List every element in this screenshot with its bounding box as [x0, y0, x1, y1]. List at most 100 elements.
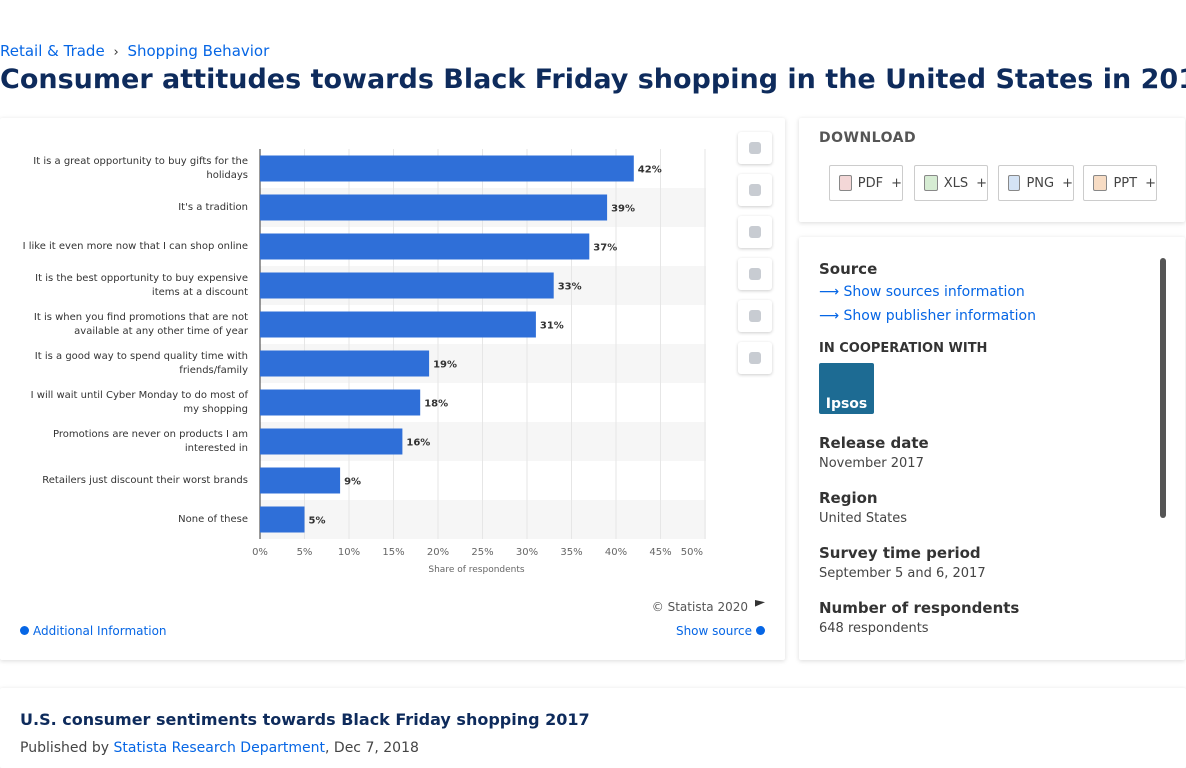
show-publisher-text[interactable]: Show publisher information [843, 308, 1036, 324]
bar [260, 194, 608, 221]
x-tick-label: 10% [338, 547, 360, 558]
category-label: It is a good way to spend quality time w… [34, 350, 248, 376]
breadcrumb: Retail & Trade › Shopping Behavior [0, 42, 269, 60]
page-title: Consumer attitudes towards Black Friday … [0, 64, 1186, 95]
share-button[interactable] [738, 258, 772, 290]
category-label: None of these [178, 513, 248, 525]
alert-button[interactable] [738, 174, 772, 206]
category-label: Promotions are never on products I am in… [53, 428, 248, 454]
breadcrumb-link[interactable]: Retail & Trade [0, 42, 105, 60]
category-label: It's a tradition [178, 201, 248, 213]
x-tick-label: 35% [560, 547, 582, 558]
value-label: 16% [406, 438, 430, 449]
format[interactable]: PPT [1113, 175, 1138, 191]
detail-label: Number of respondents [819, 599, 1020, 617]
related-card: U.S. consumer sentiments towards Black F… [0, 688, 1186, 768]
bar [260, 506, 305, 533]
download-heading: DOWNLOAD [819, 130, 917, 146]
download-card: DOWNLOAD PDF + XLS + PNG + PPT + [799, 118, 1185, 222]
partner-name: Ipsos [825, 396, 868, 412]
breadcrumb-link[interactable]: Shopping Behavior [127, 42, 270, 60]
download-button[interactable]: PNG + [998, 165, 1074, 201]
category-label: I will wait until Cyber Monday to do mos… [30, 389, 248, 415]
value-label: 42% [638, 165, 662, 176]
x-tick-label: 25% [471, 547, 493, 558]
print-button[interactable] [738, 342, 772, 374]
value-label: 39% [611, 204, 635, 215]
bar [260, 311, 536, 338]
published-date: , Dec 7, 2018 [325, 740, 419, 756]
publisher-link[interactable]: Statista Research Department [113, 740, 326, 756]
copyright: © Statista 2020 [651, 600, 748, 614]
download-button[interactable]: PPT + [1083, 165, 1157, 201]
bar [260, 272, 554, 299]
bar [260, 155, 634, 182]
format[interactable]: PNG [1026, 175, 1055, 191]
additional-info-text[interactable]: Additional Information [33, 624, 167, 638]
x-axis-title: Share of respondents [428, 565, 525, 575]
chart-card: 0% 5% 10% 15% 20% 25% 30% 35% 40% 45% 50% Share of … [0, 118, 785, 660]
plus[interactable]: + [976, 175, 987, 191]
value-label: 33% [558, 282, 582, 293]
value-label: 19% [433, 360, 457, 371]
details-card: Source ⟶ Show sources information ⟶ Show… [799, 237, 1185, 660]
cite-button[interactable] [738, 300, 772, 332]
show-source-link[interactable]: Show source [676, 624, 765, 638]
source-label: Source [819, 260, 878, 278]
value-label: 31% [540, 321, 564, 332]
detail-label: Region [819, 489, 878, 507]
settings-button[interactable] [738, 216, 772, 248]
detail-value: 648 respondents [819, 621, 929, 636]
partner-logo[interactable]: Ipsos [819, 363, 874, 414]
value-label: 37% [593, 243, 617, 254]
detail-value: United States [819, 511, 908, 526]
plus[interactable]: + [1145, 175, 1156, 191]
flag-icon[interactable] [755, 600, 765, 607]
chart: 0% 5% 10% 15% 20% 25% 30% 35% 40% 45% 50% Share of … [252, 149, 706, 575]
published-line: Published by Statista Research Departmen… [20, 740, 419, 756]
favorite-button[interactable] [738, 132, 772, 164]
bar [260, 350, 430, 377]
category-label: It is the best opportunity to buy expens… [35, 272, 248, 298]
published-prefix: Published by [20, 740, 110, 756]
category-label: It is a great opportunity to buy gifts f… [33, 155, 248, 181]
category-label: I like it even more now that I can shop … [22, 240, 248, 252]
show-publisher-link[interactable]: ⟶ Show publisher information [819, 308, 1036, 324]
show-sources-link[interactable]: ⟶ Show sources information [819, 284, 1025, 300]
plus[interactable]: + [891, 175, 902, 191]
plus[interactable]: + [1062, 175, 1073, 191]
additional-info-link[interactable]: Additional Information [20, 624, 167, 638]
breadcrumb-separator: › [113, 45, 119, 60]
format[interactable]: XLS [943, 175, 969, 191]
detail-value: November 2017 [819, 456, 924, 471]
x-tick-label: 30% [516, 547, 538, 558]
value-label: 9% [344, 477, 361, 488]
bar [260, 467, 341, 494]
x-tick-label: 0% [252, 547, 268, 558]
x-tick-label: 40% [605, 547, 627, 558]
x-tick-label: 15% [382, 547, 404, 558]
value-label: 5% [309, 516, 326, 527]
category-label: Retailers just discount their worst bran… [42, 474, 248, 486]
bar [260, 389, 421, 416]
x-tick-label: 50% [681, 547, 703, 558]
show-sources-text[interactable]: Show sources information [843, 284, 1025, 300]
detail-label: Survey time period [819, 544, 981, 562]
x-tick-label: 45% [649, 547, 671, 558]
related-title[interactable]: U.S. consumer sentiments towards Black F… [20, 710, 590, 729]
cooperation-label: IN COOPERATION WITH [819, 341, 988, 356]
x-tick-label: 5% [297, 547, 313, 558]
category-label: It is when you find promotions that are … [33, 311, 248, 337]
bar [260, 428, 403, 455]
scrollbar[interactable] [1160, 258, 1166, 518]
detail-label: Release date [819, 434, 929, 452]
format[interactable]: PDF [857, 175, 884, 191]
detail-value: September 5 and 6, 2017 [819, 566, 986, 581]
download-button[interactable]: XLS + [914, 165, 988, 201]
value-label: 18% [424, 399, 448, 410]
bar [260, 233, 590, 260]
show-source-text[interactable]: Show source [675, 624, 752, 638]
download-button[interactable]: PDF + [829, 165, 903, 201]
x-tick-label: 20% [427, 547, 449, 558]
